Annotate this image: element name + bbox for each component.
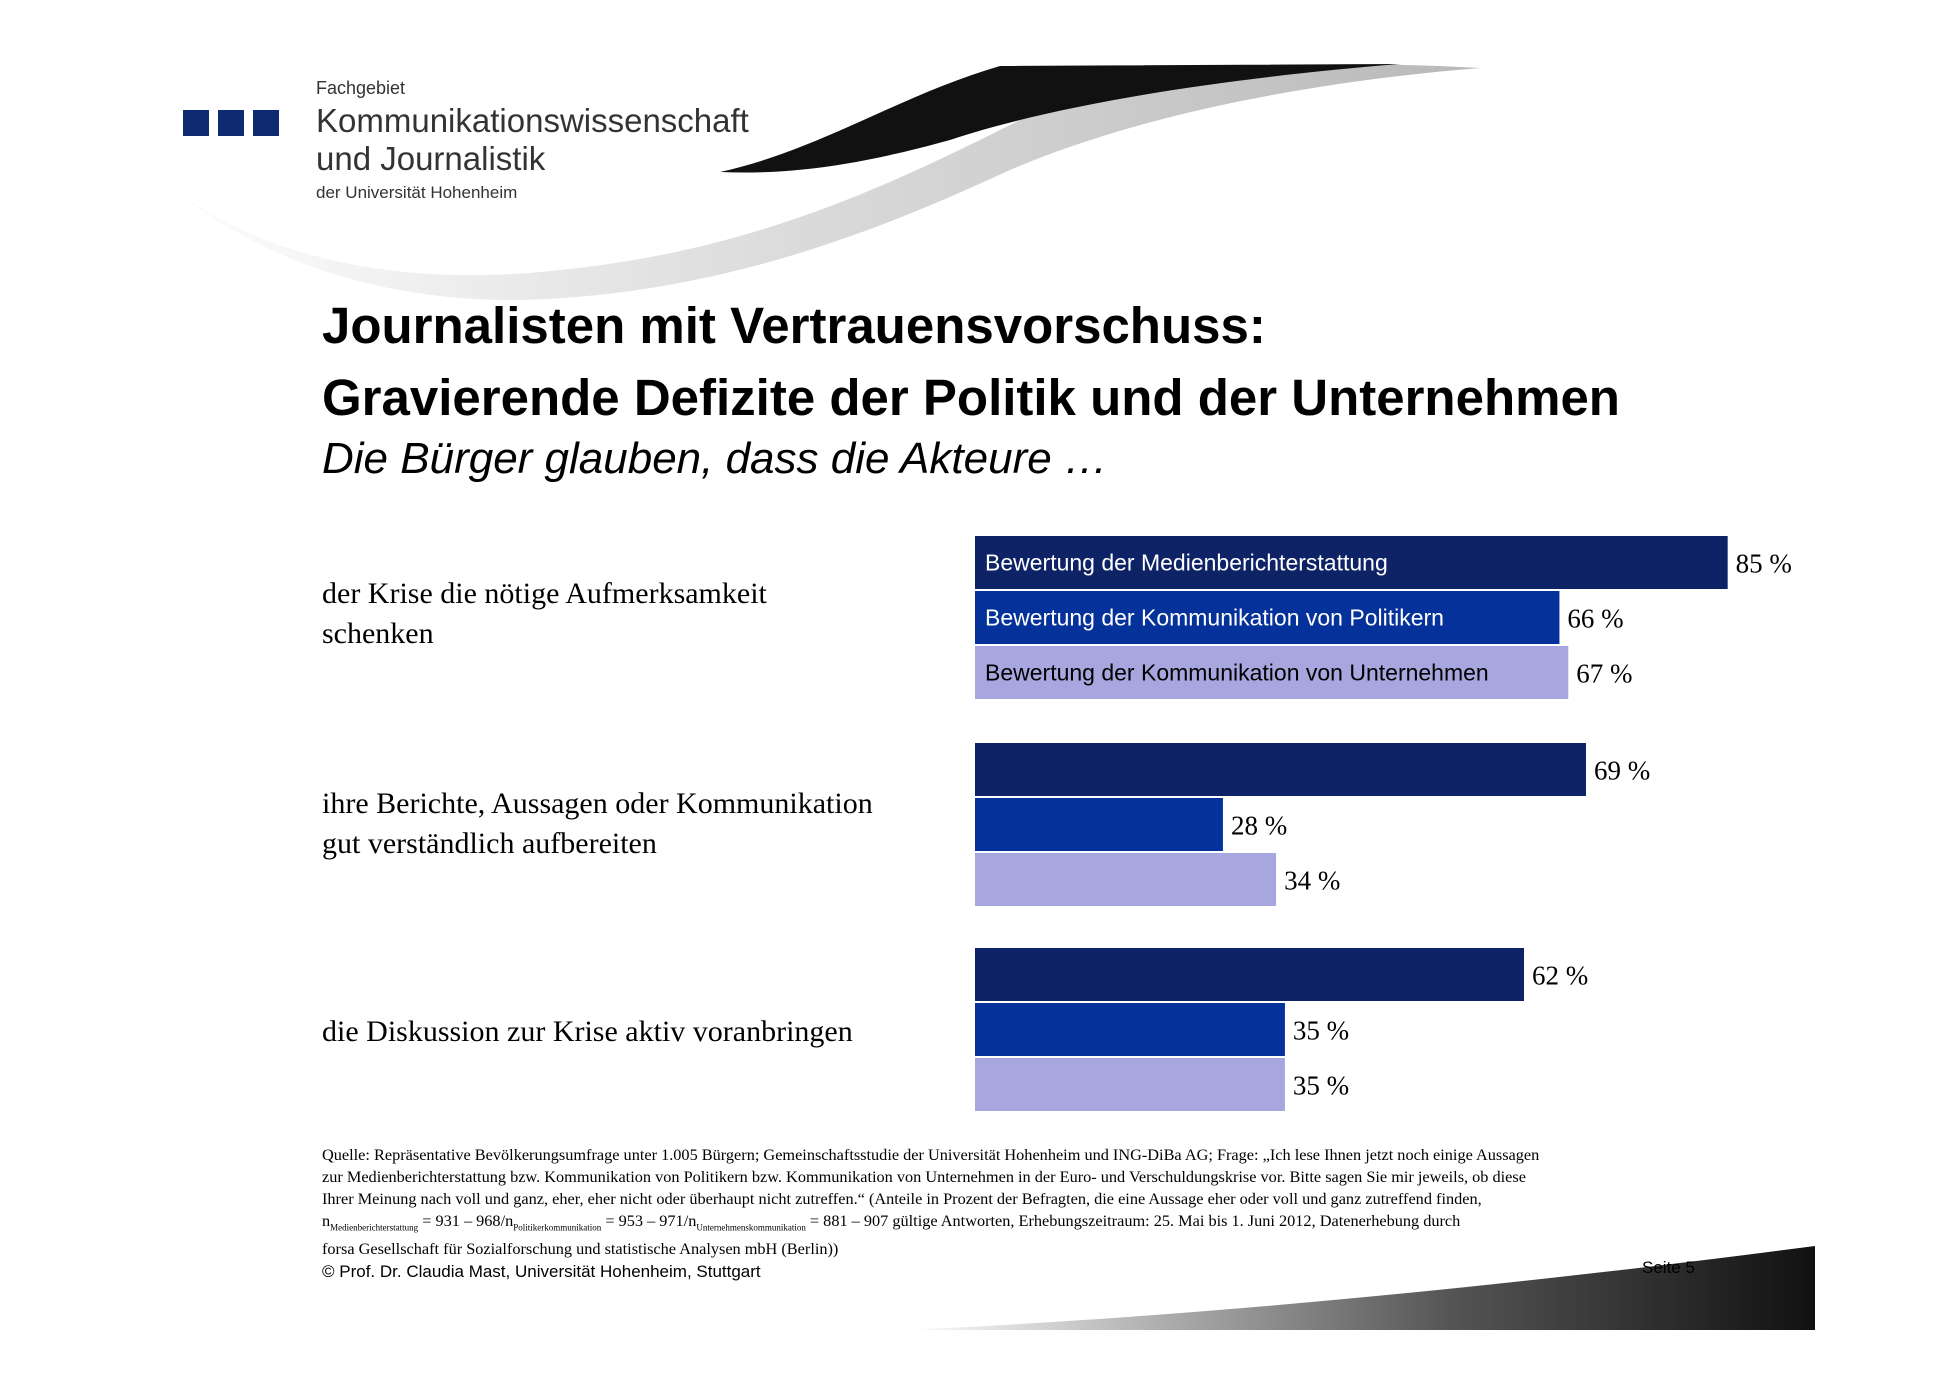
bar-unternehmen (975, 646, 1569, 699)
logo-square-icon (183, 110, 209, 136)
question-label: ihre Berichte, Aussagen oder Kommunikati… (322, 787, 873, 860)
series-label: Bewertung der Kommunikation von Politike… (985, 605, 1444, 631)
institute-label: Fachgebiet (316, 78, 406, 98)
value-label: 35 % (1293, 1016, 1349, 1046)
logo-square-icon (253, 110, 279, 136)
value-label: 34 % (1284, 866, 1340, 896)
bar-politiker (975, 798, 1223, 851)
question-label: die Diskussion zur Krise aktiv voranbrin… (322, 1015, 853, 1048)
page-number: Seite 5 (1642, 1258, 1695, 1277)
value-label: 35 % (1293, 1071, 1349, 1101)
value-label: 69 % (1594, 756, 1650, 786)
value-label: 66 % (1567, 604, 1623, 634)
header-swoosh-black (720, 64, 1400, 173)
bar-politiker (975, 591, 1560, 644)
bar-politiker (975, 1003, 1285, 1056)
institute-name: Kommunikationswissenschaft und Journalis… (316, 102, 749, 177)
bar-medien (975, 948, 1525, 1001)
page-subtitle: Die Bürger glauben, dass die Akteure … (322, 434, 1108, 483)
sample-size-line: nMedienberichterstattung = 931 – 968/nPo… (322, 1211, 1461, 1233)
value-label: 67 % (1576, 659, 1632, 689)
page-title: Journalisten mit Vertrauensvorschuss: Gr… (322, 297, 1620, 426)
question-label: der Krise die nötige Aufmerksamkeit sche… (322, 577, 767, 650)
series-label: Bewertung der Kommunikation von Unterneh… (985, 660, 1489, 686)
value-label: 85 % (1736, 549, 1792, 579)
institute-logo (183, 110, 279, 136)
footer-swoosh (900, 1246, 1815, 1330)
bar-medien (975, 743, 1586, 796)
bar-unternehmen (975, 853, 1277, 906)
value-label: 62 % (1532, 961, 1588, 991)
institute-university: der Universität Hohenheim (316, 183, 518, 202)
header-swoosh-grey (140, 64, 1480, 301)
bar-unternehmen (975, 1058, 1285, 1111)
series-label: Bewertung der Medienberichterstattung (985, 550, 1388, 576)
logo-square-icon (218, 110, 244, 136)
copyright: © Prof. Dr. Claudia Mast, Universität Ho… (322, 1262, 761, 1281)
source-note: Quelle: Repräsentative Bevölkerungsumfra… (322, 1144, 1802, 1260)
bar-medien (975, 536, 1728, 589)
value-label: 28 % (1231, 811, 1287, 841)
